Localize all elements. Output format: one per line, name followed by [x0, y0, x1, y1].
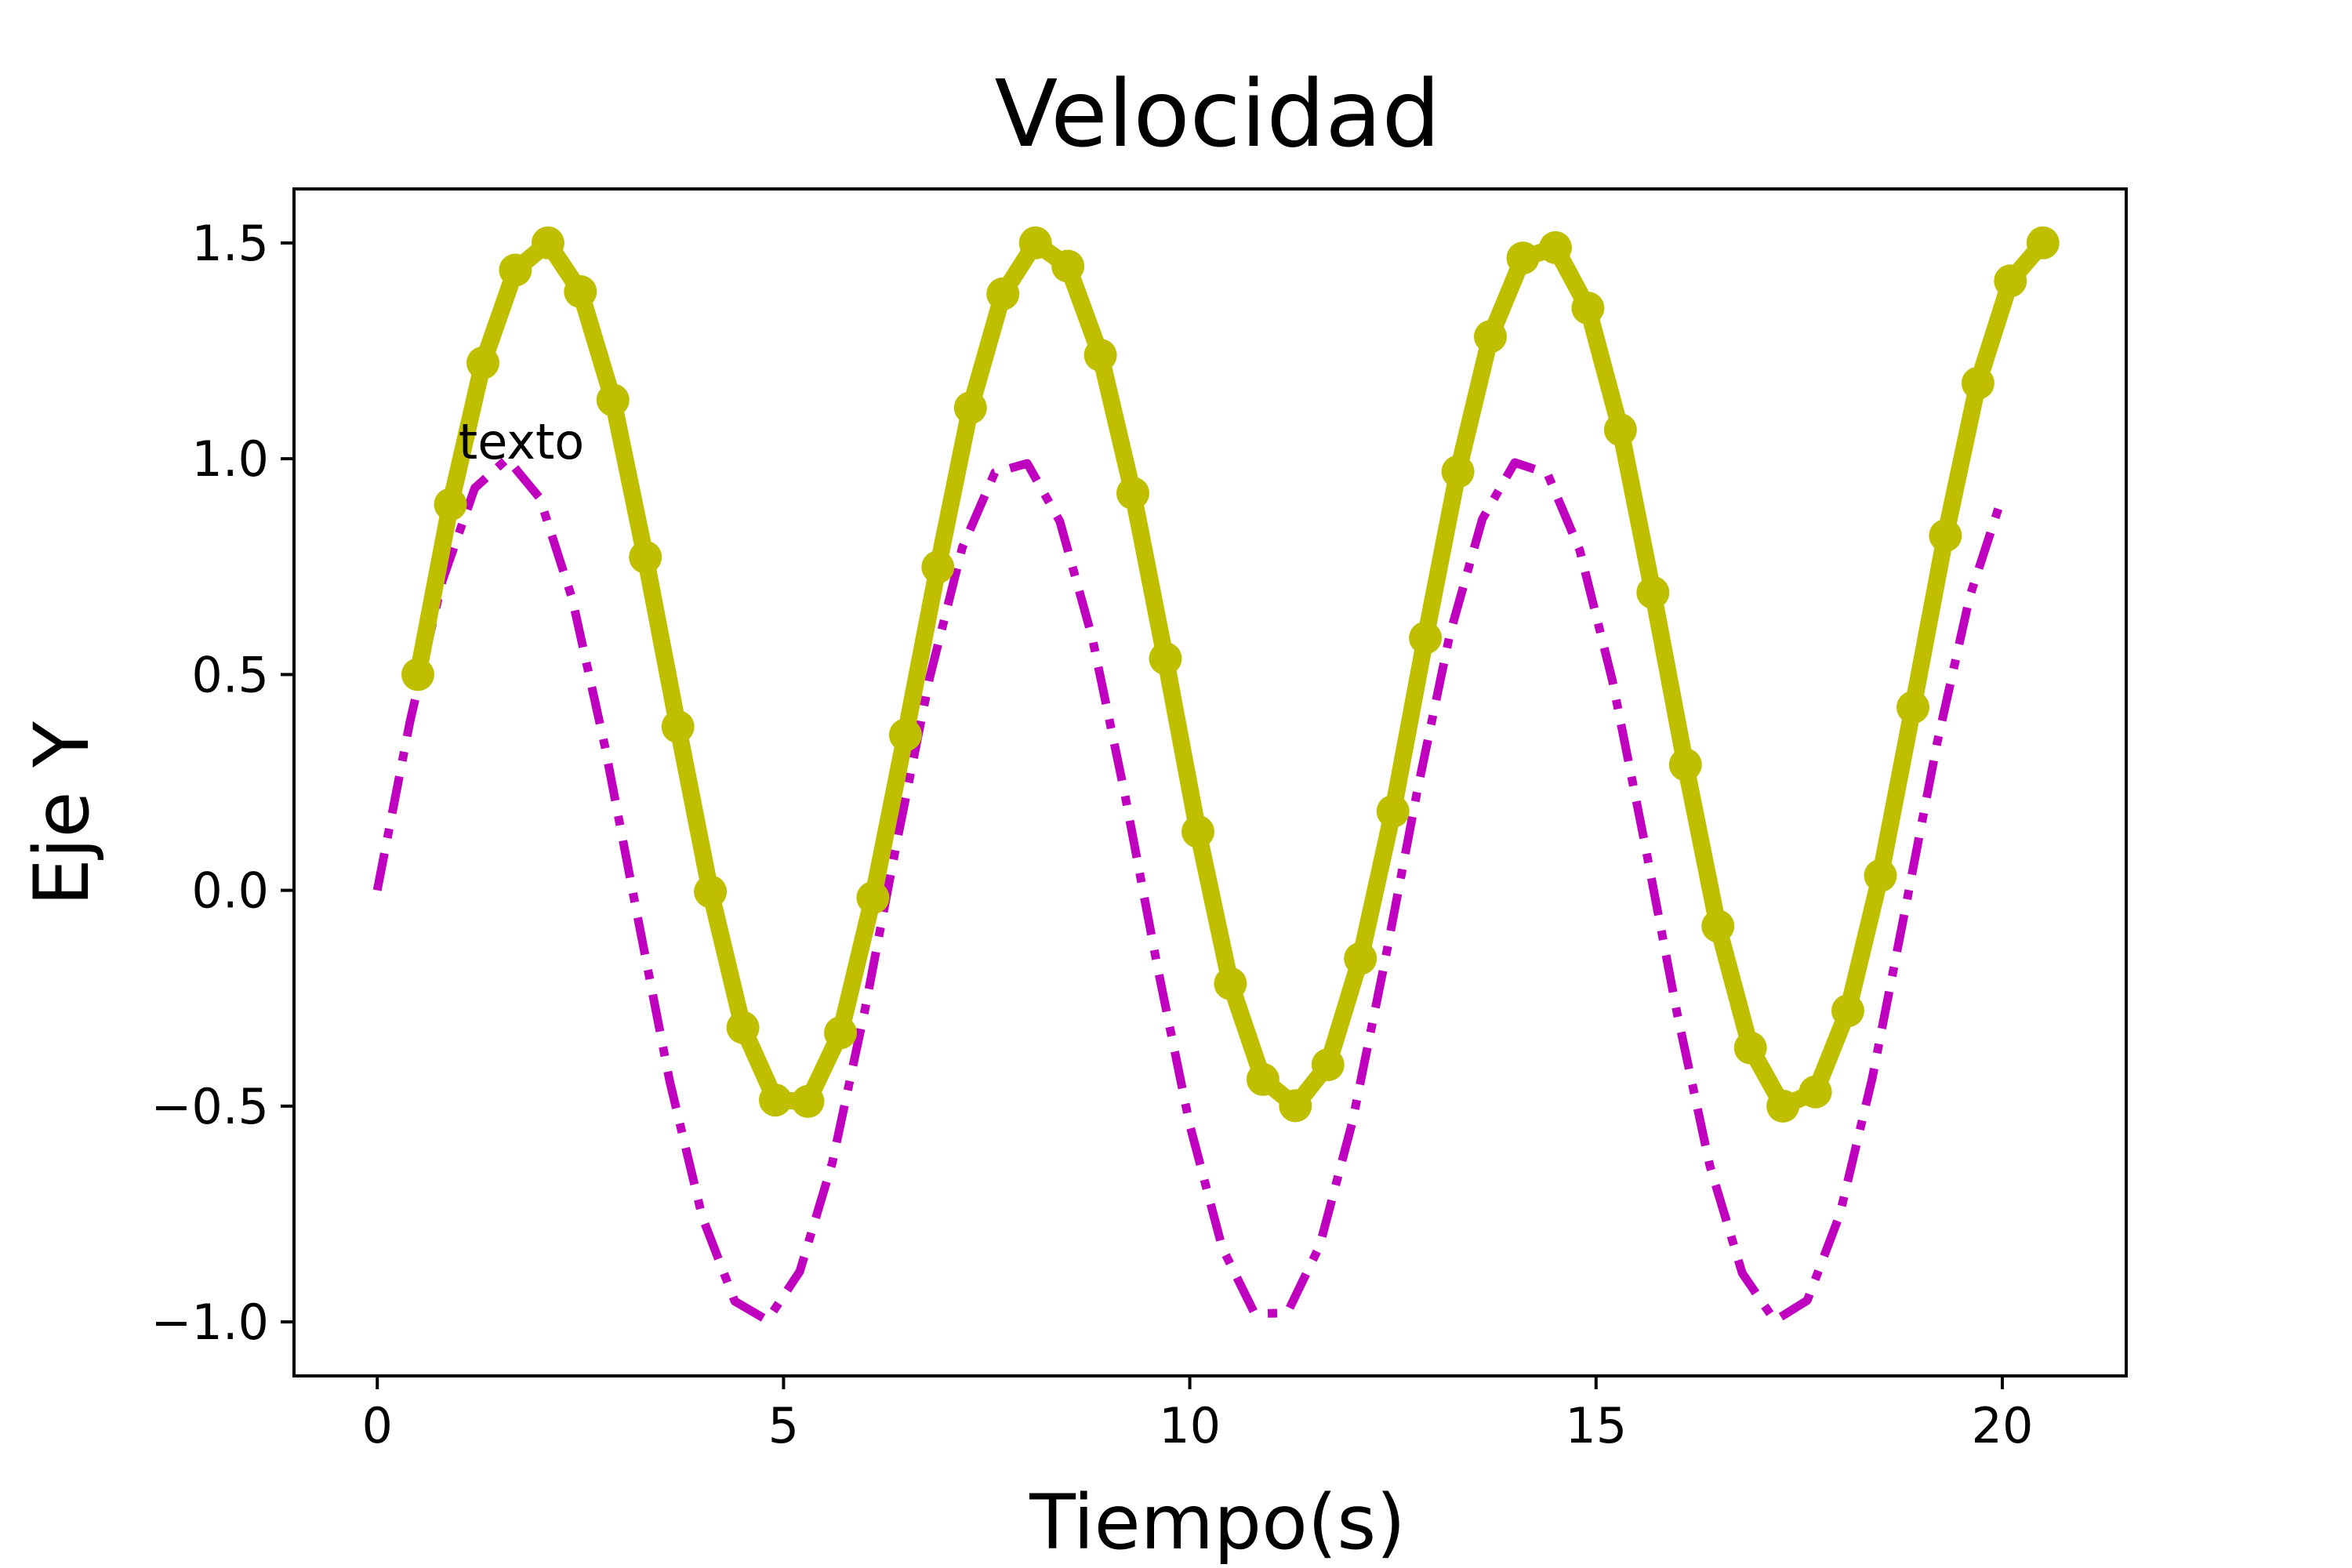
series-1-point [1636, 575, 1670, 609]
series-1-point [2026, 226, 2060, 260]
series-1-point [1246, 1062, 1279, 1096]
series-1-point [1994, 264, 2027, 298]
series-1-point [466, 346, 499, 379]
x-tick-label: 10 [1159, 1397, 1221, 1454]
series-1-point [1701, 909, 1735, 943]
annotation-text: texto [459, 413, 584, 470]
series-1-point [1083, 339, 1117, 372]
series-1-point [791, 1084, 825, 1118]
series-1-point [434, 488, 467, 521]
y-tick-label: 0.5 [191, 646, 269, 703]
series-1-point [596, 383, 630, 417]
series-1-point [726, 1011, 760, 1044]
series-1-point [986, 277, 1020, 310]
y-tick-label: 1.5 [191, 215, 269, 272]
series-1-point [1311, 1048, 1345, 1082]
series-1-point [1831, 994, 1864, 1028]
series-1-point [1798, 1075, 1832, 1109]
series-1-point [856, 881, 890, 914]
series-1-point [499, 253, 532, 287]
y-tick-label: −1.0 [151, 1294, 269, 1351]
series-1-point [564, 275, 597, 308]
series-1-point [1668, 748, 1702, 782]
series-1-point [824, 1016, 857, 1050]
series-1-point [1766, 1089, 1800, 1123]
series-1-point [1474, 320, 1507, 354]
series-1-point [1441, 455, 1475, 488]
series-1-point [1116, 477, 1149, 510]
series-1-point [1539, 230, 1572, 264]
x-tick-label: 5 [768, 1397, 799, 1454]
series-1-point [694, 875, 728, 909]
series-1-point [1181, 815, 1214, 848]
x-axis-label: Tiempo(s) [1029, 1479, 1406, 1566]
x-tick-label: 20 [1972, 1397, 2034, 1454]
series-1-point [629, 540, 662, 574]
plot-area: texto 0 5 10 15 20 −1.0 −0.5 0.0 0.5 1.0 1.5 [151, 187, 2128, 1454]
series-1-point [1344, 942, 1377, 975]
series-1-point [1018, 226, 1052, 260]
series-1-point [888, 718, 922, 752]
y-tick-label: −0.5 [151, 1078, 269, 1135]
series-1-point [1214, 967, 1247, 1000]
series-1-point [1961, 366, 1994, 400]
series-1-point [1864, 858, 1897, 892]
series-1-point [1506, 241, 1540, 275]
y-tick-label: 1.0 [191, 430, 269, 488]
series-1-point [1409, 621, 1443, 655]
x-tick-label: 0 [362, 1397, 393, 1454]
y-tick-label: 0.0 [191, 862, 269, 920]
series-1-point [759, 1083, 792, 1117]
series-1-point [1376, 794, 1410, 828]
series-0-line [372, 454, 2007, 1325]
series-1-point [1279, 1089, 1312, 1123]
series-1-point [1896, 691, 1929, 724]
series-1-point [1929, 519, 1962, 553]
series-1-point [1733, 1031, 1767, 1065]
series-1-point [1571, 292, 1605, 325]
series-1-point [1149, 642, 1182, 675]
x-tick-label: 15 [1565, 1397, 1627, 1454]
series-1-point [531, 226, 564, 260]
chart-title: Velocidad [995, 60, 1441, 168]
series-1-point [953, 391, 987, 425]
series-1-point [661, 710, 695, 743]
y-axis-label: Eje Y [18, 721, 106, 906]
series-1-point [401, 658, 434, 691]
series-1-point [1051, 249, 1085, 283]
series-1-point [921, 550, 955, 584]
series-1-point [1603, 413, 1637, 447]
plot-frame [292, 187, 2128, 1377]
